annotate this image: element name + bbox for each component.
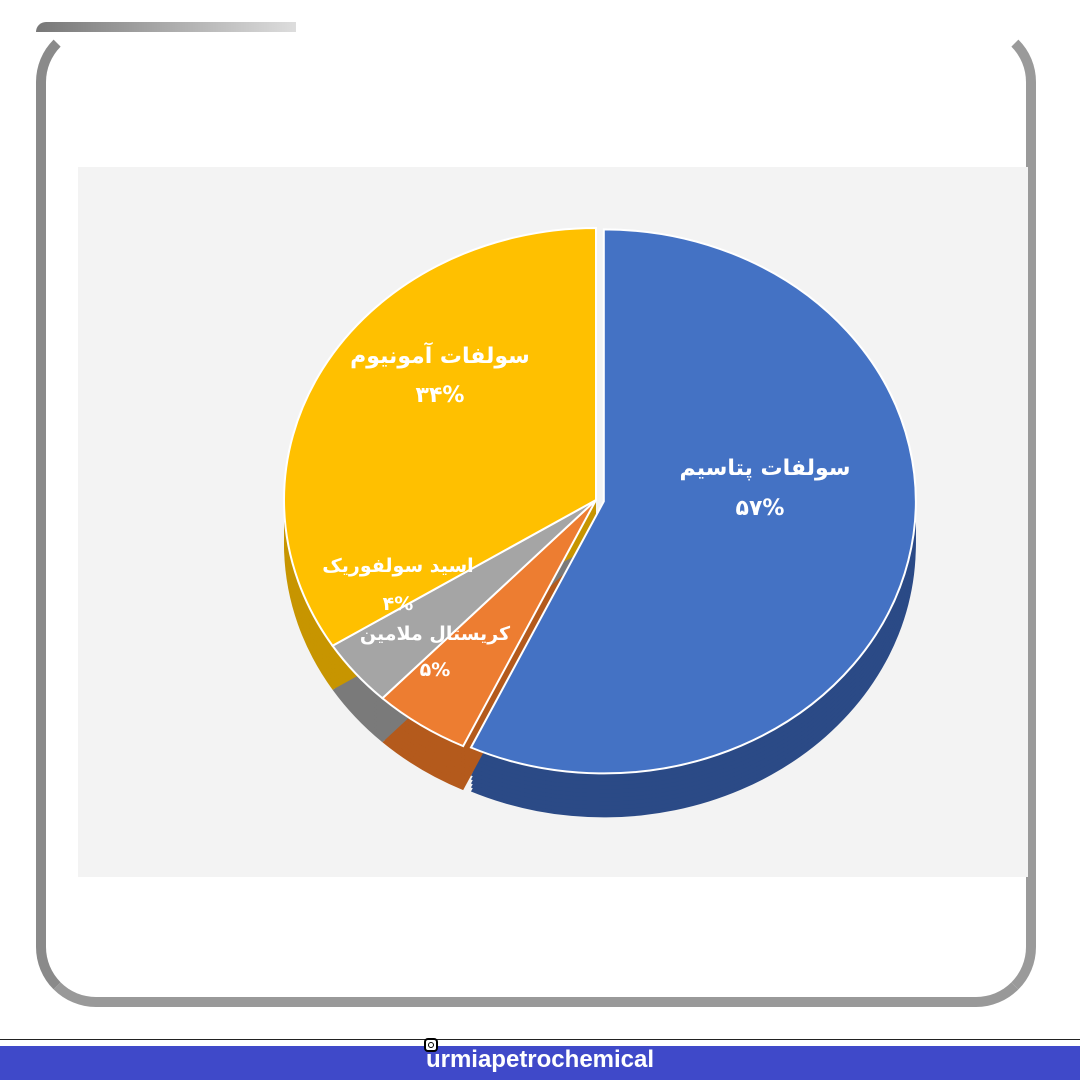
footer-bar [0,1046,1080,1080]
footer-divider [0,1039,1080,1040]
slice-label-potassium-sulfate: سولفات پتاسیم [680,456,851,481]
slice-label-melamine-crystal: کریستال ملامین [360,623,511,645]
decorative-frame-top [36,22,296,32]
slice-label-ammonium-sulfate: سولفات آمونیوم [350,341,530,369]
slice-value-melamine-crystal: ۵% [420,659,451,681]
slice-value-potassium-sulfate: ۵۷% [736,496,785,521]
slice-value-sulfuric-acid: ۴% [383,593,414,615]
pie-slice-3 [283,226,597,648]
slice-value-ammonium-sulfate: ۳۴% [416,383,465,408]
instagram-handle[interactable]: urmiapetrochemical [425,1046,655,1073]
instagram-icon [424,1038,438,1052]
pie-slice-0 [469,228,917,775]
decorative-frame [36,22,1036,1007]
slice-label-sulfuric-acid: اسید سولفوریک [322,555,473,577]
